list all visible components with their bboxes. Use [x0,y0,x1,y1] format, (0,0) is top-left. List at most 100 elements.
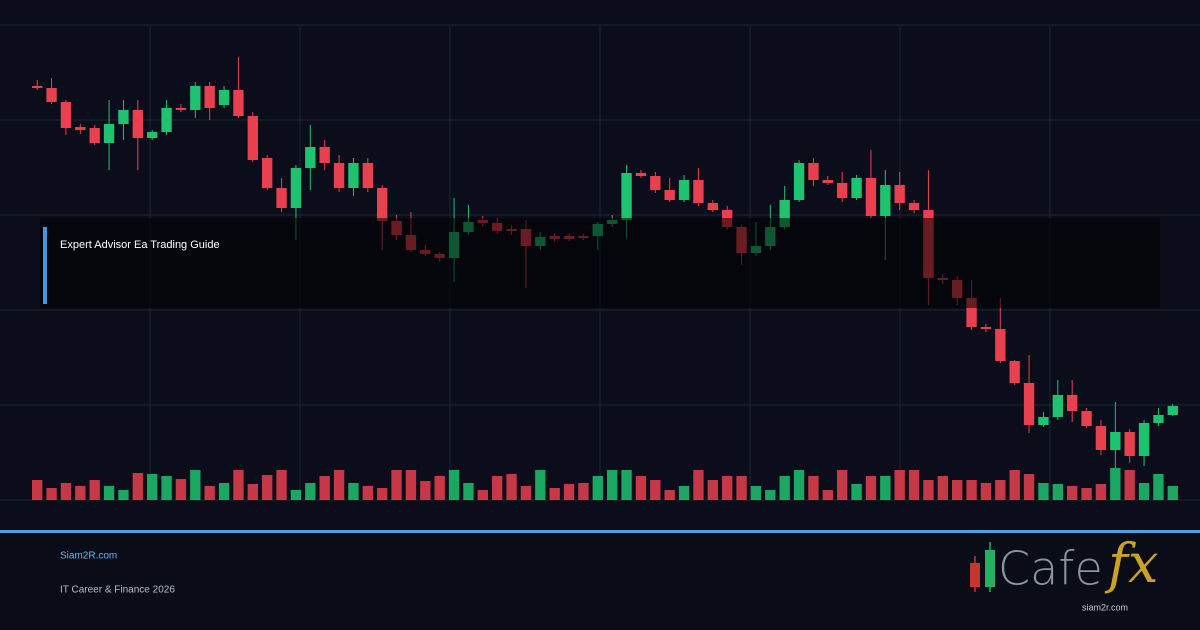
volume-bar [923,480,934,500]
volume-bar [348,483,359,500]
volume-bar [492,476,503,500]
volume-bar [592,476,603,500]
candle-body [348,163,359,188]
volume-bar [578,483,589,500]
candle-body [103,124,115,143]
volume-bar [808,476,819,500]
candle-body [1081,411,1092,426]
candle-body [147,132,158,138]
candle-body [89,128,100,143]
footer-band [0,533,1200,630]
volume-bar [1124,470,1135,500]
volume-bar [247,484,258,500]
candle-body [362,163,373,188]
candle-body [262,158,273,188]
volume-bar [779,476,790,500]
candle-body [966,298,977,327]
title-box [40,218,1160,308]
volume-bar [952,480,963,500]
title-accent [43,227,47,304]
divider [0,530,1200,533]
volume-bar [118,490,129,500]
volume-bar [1153,474,1164,500]
volume-bar [305,483,316,500]
candle-body [908,203,920,210]
volume-bar [1038,483,1049,500]
volume-bar [678,486,690,500]
volume-bar [765,490,776,500]
volume-bar [233,470,244,500]
candle-body [1095,426,1107,450]
volume-bar [650,480,661,500]
volume-bar [190,470,201,500]
candle-body [32,86,43,88]
volume-bar [75,486,86,500]
volume-bar [1009,470,1020,500]
volume-bar [377,488,388,500]
logo-url: siam2r.com [1082,602,1128,612]
candle-body [132,110,143,138]
candle-body [305,147,316,168]
volume-bar [89,480,100,500]
volume-bar [822,490,833,500]
candle-body [118,110,129,124]
volume-bar [319,476,330,500]
volume-bar [750,486,762,500]
volume-bar [448,470,460,500]
candle-body [664,190,675,200]
volume-bar [520,486,532,500]
candle-body [161,108,172,132]
volume-bar [1067,486,1078,500]
volume-bar [1081,488,1092,500]
candle-body [822,180,833,183]
candle-body [190,86,201,110]
candle-body [621,173,632,220]
site-name: Siam2R.com [60,551,117,562]
candle-body [678,180,690,200]
candle-body [779,200,790,227]
candle-body [980,327,992,329]
candle-body [276,188,287,208]
candle-body [333,163,345,188]
volume-bar [722,476,733,500]
volume-bar [635,476,647,500]
volume-bar [434,476,445,500]
volume-bar [908,470,920,500]
candle-body [837,183,848,198]
volume-bar [420,481,431,500]
volume-bar [894,470,905,500]
volume-bar [391,470,402,500]
volume-bar [736,476,747,500]
candle-body [75,127,86,130]
volume-bar [865,476,877,500]
candle-body [1009,361,1020,383]
volume-bar [32,480,43,500]
candle-body [707,203,718,210]
logo: Cafe fx siam2r.com [970,532,1158,612]
candle-body [1153,415,1164,423]
volume-bar [664,490,675,500]
candle-body [319,147,330,163]
candle-body [46,88,57,102]
candle-body [650,176,661,190]
candle-body [290,168,302,208]
volume-bar [147,474,158,500]
logo-word: Cafe [998,542,1103,596]
volume-bar [837,470,848,500]
volume-bar [362,486,373,500]
volume-bar [1052,484,1063,500]
candle-body [1167,406,1178,415]
candle-body [233,90,244,116]
logo-candle [970,563,980,587]
candle-body [894,185,905,203]
volume-bar [1023,474,1035,500]
plot [32,57,1178,500]
footer-text: IT Career & Finance 2026 [60,585,175,596]
volume-bar [463,483,474,500]
volume-bar [693,470,704,500]
volume-bar [980,483,992,500]
volume-bar [549,488,560,500]
volume-bar [1095,484,1107,500]
volume-bar [793,470,805,500]
